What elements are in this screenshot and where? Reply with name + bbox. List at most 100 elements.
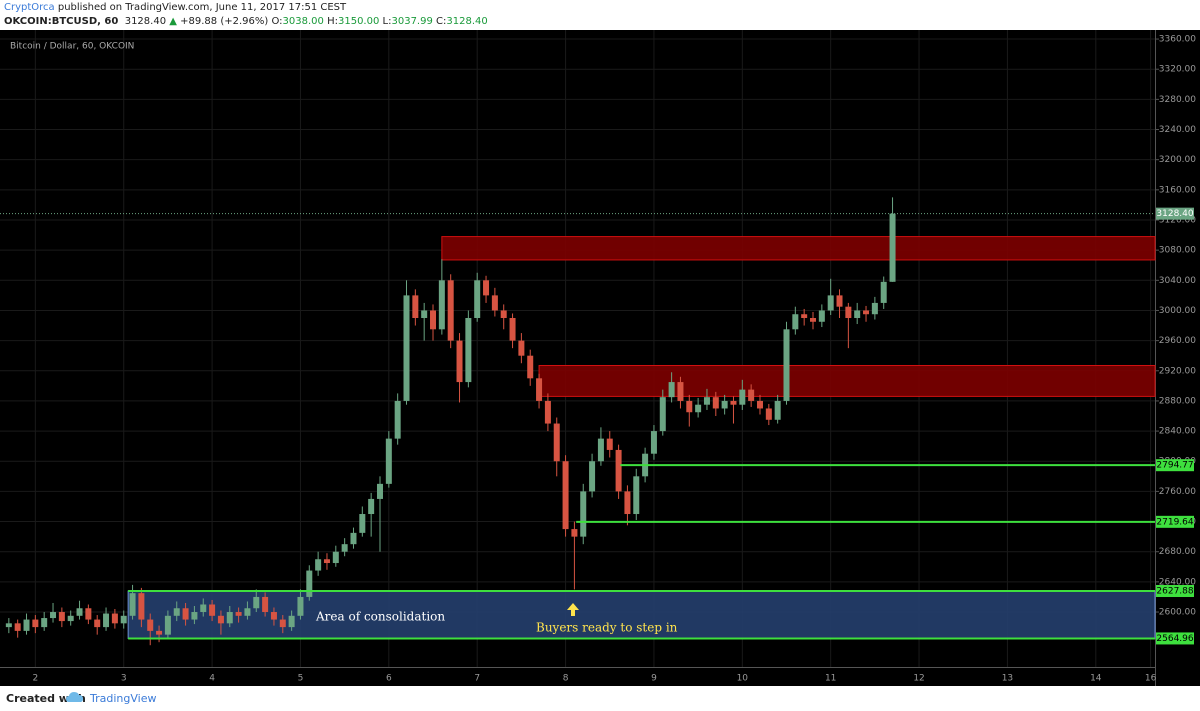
ohlc-value: 3150.00 <box>337 16 380 27</box>
candle-body <box>633 476 640 515</box>
candle-body <box>571 529 578 537</box>
candle-body <box>739 389 746 405</box>
candle-body <box>58 612 65 622</box>
x-tick-label: 8 <box>563 674 569 684</box>
candle-body <box>615 449 622 492</box>
candle-body <box>394 400 401 439</box>
y-tick-label: 3360.00 <box>1159 35 1196 45</box>
candle-body <box>253 596 260 609</box>
candle-body <box>270 612 277 620</box>
chart-background <box>0 30 1200 686</box>
candle-body <box>359 514 366 533</box>
author[interactable]: CryptOrca <box>4 2 55 13</box>
candle-body <box>67 615 74 622</box>
candle-body <box>244 608 251 616</box>
zones <box>127 236 1156 639</box>
symbol: OKCOIN:BTCUSD, 60 <box>4 16 119 27</box>
level-label-box <box>1156 632 1194 645</box>
zone <box>538 364 1156 397</box>
candle-body <box>297 596 304 616</box>
candle-body <box>156 630 163 635</box>
candle-body <box>801 314 808 318</box>
level-label: 2627.88 <box>1156 587 1193 597</box>
ohlc-label: O: <box>271 16 283 27</box>
level-label: 2719.64 <box>1156 517 1193 527</box>
y-tick-label: 3160.00 <box>1159 185 1196 195</box>
candle-body <box>491 295 498 311</box>
y-tick-label: 2640.00 <box>1159 577 1196 587</box>
level-label-box <box>1156 515 1194 528</box>
candle-body <box>748 389 755 401</box>
candle-body <box>5 623 12 628</box>
candle-body <box>527 355 534 379</box>
brand[interactable]: TradingView <box>90 692 157 705</box>
candle-body <box>403 295 410 401</box>
candle-body <box>721 400 728 409</box>
y-tick-label: 3200.00 <box>1159 155 1196 165</box>
candle-body <box>474 280 481 318</box>
candle-body <box>332 551 339 564</box>
candle-body <box>483 280 490 296</box>
candle-body <box>712 397 719 409</box>
candle-body <box>217 615 224 624</box>
candle-body <box>783 329 790 401</box>
y-tick-label: 2600.00 <box>1159 608 1196 618</box>
ohlc-value: 3128.40 <box>446 16 488 27</box>
x-tick-label: 11 <box>825 674 836 684</box>
grid: 2600.002640.002680.002720.002760.002800.… <box>0 30 1196 684</box>
candle-body <box>589 461 596 492</box>
header-line: CryptOrca published on TradingView.com, … <box>4 2 346 13</box>
candle-body <box>889 213 896 282</box>
candle-body <box>792 314 799 330</box>
candle-body <box>854 310 861 318</box>
candle-body <box>668 382 675 398</box>
footer-text: Created with <box>6 692 86 705</box>
x-tick-label: 10 <box>737 674 749 684</box>
candle-body <box>94 619 101 628</box>
candle-body <box>76 608 83 616</box>
candle-body <box>120 615 127 624</box>
logo <box>66 692 83 702</box>
candle-body <box>385 438 392 484</box>
candle-body <box>597 438 604 462</box>
candle-body <box>412 295 419 318</box>
candle-body <box>103 613 110 628</box>
x-tick-label: 2 <box>32 674 38 684</box>
ohlc-value: 3038.00 <box>282 16 324 27</box>
candle-body <box>606 438 613 450</box>
x-tick-label: 9 <box>651 674 657 684</box>
candle-body <box>14 623 21 631</box>
candle-body <box>880 281 887 303</box>
header-line: OKCOIN:BTCUSD, 60 3128.40 ▲ +89.88 (+2.9… <box>4 16 488 27</box>
candle-body <box>41 618 48 628</box>
candle-body <box>129 593 136 616</box>
candle-body <box>438 280 445 330</box>
candle-body <box>279 619 286 628</box>
candle-body <box>518 340 525 356</box>
y-tick-label: 3120.00 <box>1159 215 1196 225</box>
y-tick-label: 2880.00 <box>1159 396 1196 406</box>
candle-body <box>32 619 39 628</box>
candle-body <box>164 615 171 635</box>
arrow <box>567 603 579 616</box>
candle-body <box>456 340 463 383</box>
candle-body <box>774 400 781 420</box>
x-tick-label: 6 <box>386 674 392 684</box>
candle-body <box>810 317 817 322</box>
candle-body <box>447 280 454 341</box>
annotation: Buyers ready to step in <box>536 621 678 635</box>
candle-body <box>536 378 543 401</box>
candle-body <box>111 613 118 624</box>
arrow: ▲ <box>169 16 177 27</box>
y-tick-label: 2920.00 <box>1159 366 1196 376</box>
candle-body <box>659 397 666 432</box>
candle-body <box>173 608 180 616</box>
ohlc-label: L: <box>382 16 392 27</box>
y-tick-label: 2840.00 <box>1159 427 1196 437</box>
candle-body <box>23 619 30 631</box>
candle-body <box>500 310 507 318</box>
level-label: 2564.96 <box>1156 634 1193 644</box>
candles <box>5 197 896 646</box>
y-tick-label: 2760.00 <box>1159 487 1196 497</box>
candle-body <box>306 570 313 597</box>
